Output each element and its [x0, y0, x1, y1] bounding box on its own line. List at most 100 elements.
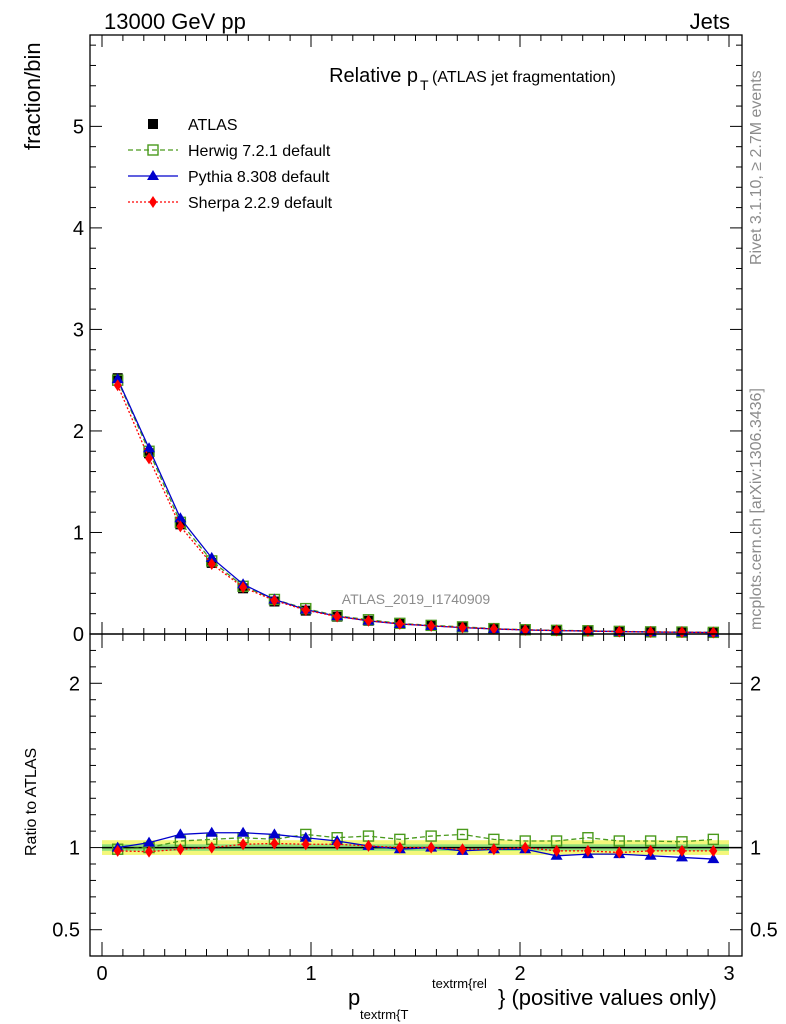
main-data-point [239, 581, 248, 594]
main-data-point [458, 621, 467, 634]
ratio-data-point [583, 844, 592, 857]
main-axes: 0 1 2 3 4 5 [73, 35, 742, 646]
main-series-group [111, 373, 720, 639]
ratio-data-point [207, 841, 216, 854]
y-axis-label: fraction/bin [20, 42, 45, 150]
legend-marker [148, 119, 158, 129]
collision-energy-label: 13000 GeV pp [104, 9, 246, 34]
main-y-tick-label: 0 [73, 624, 84, 646]
ratio-data-point [615, 846, 624, 859]
legend-marker [147, 144, 159, 156]
ratio-data-point [176, 843, 185, 856]
main-panel: 0 1 2 3 4 5 Relative p T (ATLAS jet fragmenta… [20, 34, 743, 646]
main-series-line [117, 385, 714, 634]
ratio-y-axis-label: Ratio to ATLAS [23, 748, 40, 856]
main-data-point [709, 626, 718, 639]
ratio-data-point [333, 838, 342, 851]
main-y-tick-label: 1 [73, 522, 84, 544]
main-data-point [143, 442, 156, 453]
ratio-data-point [552, 844, 561, 857]
main-data-point [270, 594, 279, 607]
main-y-tick-label: 3 [73, 319, 84, 341]
main-y-tick-label: 2 [73, 421, 84, 443]
ratio-y-tick-label-right: 1 [750, 838, 761, 860]
main-data-point [176, 520, 185, 533]
ratio-data-point [364, 839, 373, 852]
main-y-tick-label: 5 [73, 116, 84, 138]
legend-label: ATLAS [188, 117, 238, 134]
ratio-data-point [299, 831, 312, 842]
ratio-data-point [521, 841, 530, 854]
x-axis-label: p textrm{T textrm{rel } (positive values… [348, 976, 717, 1022]
main-data-point [333, 610, 342, 623]
rivet-version-label: Rivet 3.1.10, ≥ 2.7M events [748, 70, 765, 265]
ratio-data-point [458, 843, 467, 856]
ratio-data-point [301, 838, 310, 851]
ratio-data-point [707, 833, 720, 846]
ratio-data-point [205, 826, 218, 837]
ratio-data-point [395, 841, 404, 854]
mcplots-reference-label: mcplots.cern.ch [arXiv:1306.3436] [748, 388, 765, 630]
main-data-point [395, 617, 404, 630]
x-tick-label: 2 [514, 963, 525, 985]
ratio-y-tick-label-right: 2 [750, 673, 761, 695]
main-data-point [646, 625, 655, 638]
main-data-point [111, 373, 124, 384]
process-label: Jets [690, 9, 730, 34]
ratio-y-tick-label-right: 0.5 [750, 920, 778, 942]
ratio-series-line [117, 842, 714, 854]
x-axis-label-subscript: textrm{T [360, 1007, 408, 1022]
ratio-data-point [143, 836, 156, 847]
ratio-panel: 0.5 0.5 1 1 2 2 0 1 2 3 Ratio to ATLAS [23, 633, 778, 985]
main-data-point [677, 626, 686, 639]
ratio-data-point [707, 853, 720, 864]
ratio-frame [89, 633, 743, 957]
legend-marker [149, 196, 157, 208]
legend-marker [147, 170, 159, 180]
x-axis-label-superscript: textrm{rel [432, 976, 487, 991]
ratio-data-point [425, 830, 437, 842]
legend: ATLAS Herwig 7.2.1 default Pythia 8.308 de… [128, 117, 333, 212]
ratio-data-point [489, 843, 498, 856]
ratio-data-point [270, 837, 279, 850]
main-data-point [145, 452, 154, 465]
ratio-data-point [174, 828, 187, 839]
ratio-data-point [646, 844, 655, 857]
ratio-y-tick-label: 0.5 [52, 920, 80, 942]
ratio-data-point [239, 838, 248, 851]
main-data-point [427, 619, 436, 632]
main-data-point [489, 622, 498, 635]
main-data-point [364, 614, 373, 627]
main-data-point [521, 623, 530, 636]
legend-label: Sherpa 2.2.9 default [188, 195, 333, 212]
ratio-series-group [111, 826, 720, 864]
chart-title-rest: (ATLAS jet fragmentation) [432, 69, 616, 86]
ratio-data-point [113, 844, 122, 857]
ratio-data-point [582, 832, 594, 844]
ratio-data-point [456, 828, 469, 841]
main-y-tick-label: 4 [73, 218, 84, 240]
ratio-data-point [145, 845, 154, 858]
ratio-axes: 0.5 0.5 1 1 2 2 0 1 2 3 [52, 634, 778, 985]
ratio-data-point [237, 826, 250, 837]
legend-label: Pythia 8.308 default [188, 169, 330, 186]
ratio-data-point [709, 844, 718, 857]
ratio-series-line [117, 832, 714, 860]
ratio-data-point [677, 844, 686, 857]
x-tick-label: 0 [96, 963, 107, 985]
ratio-y-tick-label: 1 [69, 838, 80, 860]
analysis-id-label: ATLAS_2019_I1740909 [342, 591, 491, 607]
x-axis-label-rest: } (positive values only) [498, 985, 717, 1010]
ratio-data-point [613, 835, 625, 847]
x-tick-label: 3 [723, 963, 734, 985]
main-data-point [301, 604, 310, 617]
ratio-y-tick-label: 2 [69, 673, 80, 695]
x-axis-label-main: p [348, 985, 360, 1010]
main-data-point [207, 557, 216, 570]
chart-title-subscript: T [420, 77, 429, 93]
legend-label: Herwig 7.2.1 default [188, 143, 331, 160]
ratio-data-point [268, 828, 281, 839]
main-data-point [113, 379, 122, 392]
ratio-data-point [427, 841, 436, 854]
